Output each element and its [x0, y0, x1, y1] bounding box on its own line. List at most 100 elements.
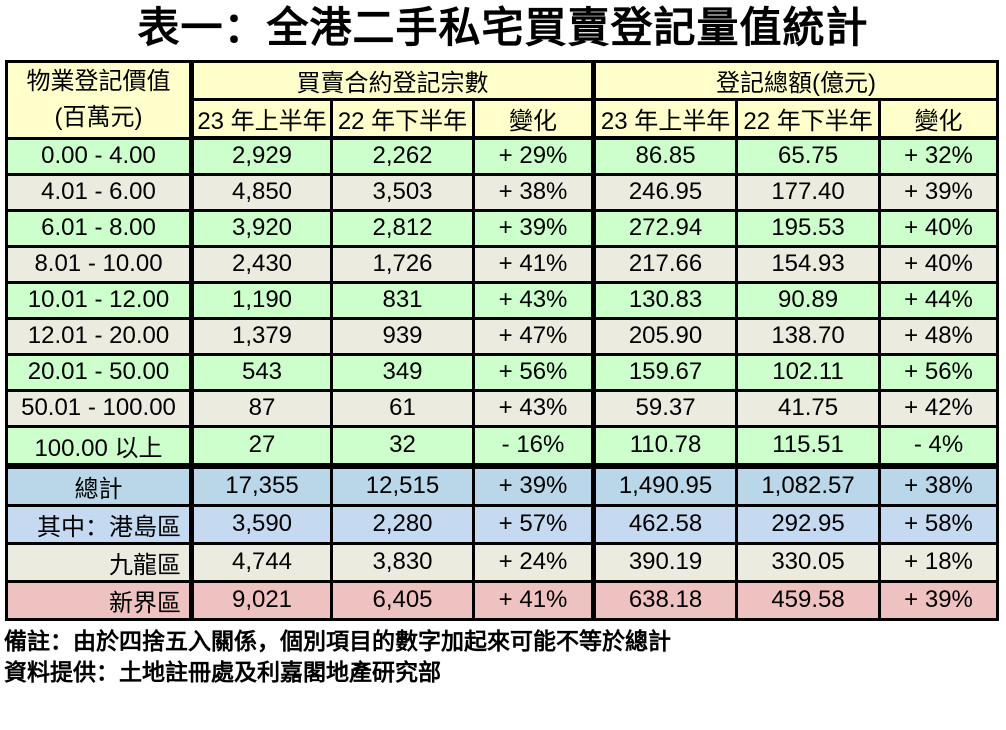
cell: + 48% [878, 316, 1000, 356]
cell: 6,405 [330, 579, 475, 621]
cell: 3,830 [330, 541, 475, 583]
table-row: 總計 17,355 12,515 + 39% 1,490.95 1,082.57 + 38% [5, 462, 1000, 507]
table-row: 4.01 - 6.00 4,850 3,503 + 38% 246.95 177.40 + … [5, 172, 1000, 212]
cell: + 57% [471, 503, 596, 545]
subheader-change-value: 變化 [878, 98, 1000, 140]
row-label: 0.00 - 4.00 [5, 136, 193, 176]
cell: + 38% [878, 462, 1000, 507]
cell: + 32% [878, 136, 1000, 176]
cell: 1,726 [330, 244, 475, 284]
cell: 90.89 [735, 280, 882, 320]
cell: 2,812 [330, 208, 475, 248]
cell: 115.51 [735, 424, 882, 467]
cell: 12,515 [330, 462, 475, 507]
subheader-22h2-deals: 22 年下半年 [330, 98, 475, 140]
cell: 831 [330, 280, 475, 320]
table-body: 0.00 - 4.00 2,929 2,262 + 29% 86.85 65.75 + 32… [5, 136, 1000, 621]
table-row: 6.01 - 8.00 3,920 2,812 + 39% 272.94 195.53 + … [5, 208, 1000, 248]
cell: + 18% [878, 541, 1000, 583]
header-row-periods: 23 年上半年 22 年下半年 變化 23 年上半年 22 年下半年 變化 [7, 98, 1000, 140]
cell: 87 [189, 388, 333, 428]
cell: 390.19 [591, 541, 739, 583]
row-label: 10.01 - 12.00 [5, 280, 193, 320]
cell: + 40% [878, 208, 1000, 248]
cell: 939 [330, 316, 475, 356]
cell: 1,190 [189, 280, 333, 320]
cell: 330.05 [735, 541, 882, 583]
cell: 61 [330, 388, 475, 428]
cell: 217.66 [591, 244, 739, 284]
cell: 9,021 [189, 579, 333, 621]
cell: 159.67 [591, 352, 739, 392]
cell: + 56% [471, 352, 596, 392]
cell: + 44% [878, 280, 1000, 320]
cell: 41.75 [735, 388, 882, 428]
cell: 3,920 [189, 208, 333, 248]
cell: + 47% [471, 316, 596, 356]
cell: + 58% [878, 503, 1000, 545]
table-row: 50.01 - 100.00 87 61 + 43% 59.37 41.75 + 42% [5, 388, 1000, 428]
cell: + 43% [471, 280, 596, 320]
header-row-groups: 物業登記價值 (百萬元) 買賣合約登記宗數 登記總額(億元) [5, 60, 1000, 140]
subheader-change-deals: 變化 [471, 98, 596, 140]
cell: - 16% [471, 424, 596, 467]
cell: + 39% [878, 579, 1000, 621]
cell: - 4% [878, 424, 1000, 467]
cell: 110.78 [591, 424, 739, 467]
row-label: 總計 [5, 462, 193, 507]
cell: + 24% [471, 541, 596, 583]
cell: 1,379 [189, 316, 333, 356]
row-label: 50.01 - 100.00 [5, 388, 193, 428]
cell: + 43% [471, 388, 596, 428]
footnote-rounding: 備註：由於四捨五入關係，個別項目的數字加起來可能不等於總計 [4, 627, 671, 654]
cell: + 38% [471, 172, 596, 212]
table-row: 10.01 - 12.00 1,190 831 + 43% 130.83 90.89 + 4… [5, 280, 1000, 320]
cell: 177.40 [735, 172, 882, 212]
cell: 27 [189, 424, 333, 467]
cell: 195.53 [735, 208, 882, 248]
footnote-source: 資料提供：土地註冊處及利嘉閣地產研究部 [4, 658, 441, 685]
cell: 2,929 [189, 136, 333, 176]
cell: 65.75 [735, 136, 882, 176]
cell: 154.93 [735, 244, 882, 284]
row-label: 其中：港島區 [5, 503, 193, 545]
col-header-property-value-line2: (百萬元) [54, 103, 143, 131]
cell: 130.83 [591, 280, 739, 320]
cell: 638.18 [591, 579, 739, 621]
cell: 459.58 [735, 579, 882, 621]
cell: 59.37 [591, 388, 739, 428]
row-label: 新界區 [5, 579, 193, 621]
row-label: 九龍區 [5, 541, 193, 583]
row-label: 20.01 - 50.00 [5, 352, 193, 392]
cell: 272.94 [591, 208, 739, 248]
cell: 1,082.57 [735, 462, 882, 507]
cell: + 39% [471, 462, 596, 507]
cell: 292.95 [735, 503, 882, 545]
cell: 349 [330, 352, 475, 392]
col-header-property-value-line1: 物業登記價值 [26, 67, 171, 95]
row-label: 6.01 - 8.00 [5, 208, 193, 248]
cell: 32 [330, 424, 475, 467]
cell: + 29% [471, 136, 596, 176]
cell: 246.95 [591, 172, 739, 212]
cell: + 56% [878, 352, 1000, 392]
col-header-property-value: 物業登記價值 (百萬元) [5, 60, 193, 140]
table-row: 0.00 - 4.00 2,929 2,262 + 29% 86.85 65.75 + 32… [5, 136, 1000, 176]
group-header-deal-count: 買賣合約登記宗數 [188, 60, 596, 101]
table-row: 九龍區 4,744 3,830 + 24% 390.19 330.05 + 18% [5, 541, 1000, 583]
table-row: 12.01 - 20.00 1,379 939 + 47% 205.90 138.70 + … [5, 316, 1000, 356]
table-row: 100.00 以上 27 32- 16% 110.78 115.51- 4% [5, 424, 1000, 467]
cell: 17,355 [189, 462, 333, 507]
cell: 4,744 [189, 541, 333, 583]
row-label: 100.00 以上 [5, 424, 193, 467]
subheader-22h2-value: 22 年下半年 [735, 98, 882, 140]
cell: + 41% [471, 579, 596, 621]
table-row: 新界區 9,021 6,405 + 41% 638.18 459.58 + 39% [5, 579, 1000, 621]
cell: + 39% [878, 172, 1000, 212]
cell: 3,503 [330, 172, 475, 212]
cell: 2,430 [189, 244, 333, 284]
group-header-total-value: 登記總額(億元) [591, 60, 1000, 101]
cell: 86.85 [591, 136, 739, 176]
table-row: 8.01 - 10.00 2,430 1,726 + 41% 217.66 154.93 +… [5, 244, 1000, 284]
cell: + 41% [471, 244, 596, 284]
